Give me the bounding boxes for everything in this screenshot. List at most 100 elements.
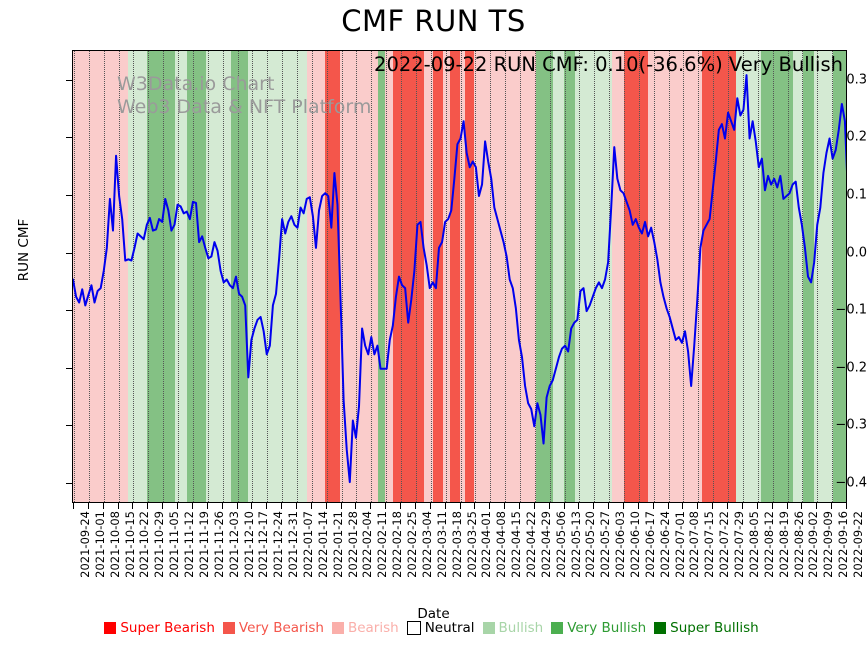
legend-item[interactable]: Very Bullish — [551, 620, 646, 636]
gridline-vertical — [267, 51, 269, 502]
gridline-vertical — [653, 51, 655, 502]
gridline-vertical — [401, 51, 403, 502]
x-tick-label: 2022-01-07 — [300, 511, 315, 578]
x-tick-mark — [429, 503, 431, 509]
x-tick-mark — [548, 503, 550, 509]
x-tick-mark — [87, 503, 89, 509]
legend-swatch — [482, 622, 495, 634]
gridline-vertical — [296, 51, 298, 502]
sentiment-band — [449, 51, 460, 502]
page-title: CMF RUN TS — [341, 4, 526, 38]
sentiment-band — [563, 51, 576, 502]
x-tick-label: 2021-11-19 — [196, 511, 211, 578]
x-tick-label: 2022-05-13 — [568, 511, 583, 578]
legend: Super Bearish Very Bearish Bearish Neutral B… — [0, 620, 867, 636]
x-tick-mark — [533, 503, 535, 509]
sentiment-band — [377, 51, 385, 502]
x-tick-mark — [177, 503, 179, 509]
gridline-vertical — [624, 51, 626, 502]
y-tick-label: −0.3 — [835, 417, 867, 433]
x-tick-label: 2021-12-03 — [226, 511, 241, 578]
x-tick-mark — [637, 503, 639, 509]
legend-item[interactable]: Neutral — [406, 620, 475, 636]
sentiment-band — [833, 51, 846, 502]
x-tick-label: 2022-07-15 — [702, 511, 717, 578]
x-tick-mark — [162, 503, 164, 509]
x-tick-label: 2022-02-18 — [390, 511, 405, 578]
x-tick-mark — [117, 503, 119, 509]
x-tick-label: 2021-12-10 — [241, 511, 256, 578]
legend-item[interactable]: Bearish — [331, 620, 399, 636]
x-tick-label: 2022-04-22 — [523, 511, 538, 578]
x-tick-label: 2021-10-08 — [107, 511, 122, 578]
y-tick-label: 0.0 — [846, 245, 867, 261]
gridline-vertical — [802, 51, 804, 502]
legend-label: Super Bearish — [120, 620, 215, 636]
gridline-vertical — [460, 51, 462, 502]
sentiment-band — [147, 51, 175, 502]
legend-item[interactable]: Bullish — [482, 620, 544, 636]
gridline-vertical — [88, 51, 90, 502]
gridline-vertical — [757, 51, 759, 502]
x-tick-mark — [504, 503, 506, 509]
sentiment-band — [612, 51, 625, 502]
x-tick-label: 2022-07-01 — [672, 511, 687, 578]
y-tick-label: 0.1 — [846, 187, 867, 203]
x-tick-label: 2022-02-25 — [405, 511, 420, 578]
y-tick-mark — [66, 137, 72, 139]
x-tick-label: 2021-12-24 — [271, 511, 286, 578]
x-tick-label: 2022-05-20 — [583, 511, 598, 578]
gridline-vertical — [519, 51, 521, 502]
gridline-vertical — [163, 51, 165, 502]
legend-item[interactable]: Very Bearish — [222, 620, 324, 636]
sentiment-band — [813, 51, 834, 502]
legend-swatch — [104, 622, 117, 634]
gridline-vertical — [192, 51, 194, 502]
legend-swatch — [551, 622, 564, 634]
y-tick-mark — [66, 79, 72, 81]
y-tick-mark — [66, 252, 72, 254]
plot-area: W3Data.io Chart Web3 Data & NFT Platform… — [72, 50, 847, 503]
legend-label: Very Bearish — [238, 620, 324, 636]
gridline-vertical — [832, 51, 834, 502]
sentiment-band — [186, 51, 207, 502]
x-tick-mark — [132, 503, 134, 509]
x-tick-mark — [400, 503, 402, 509]
x-tick-label: 2021-11-12 — [182, 511, 197, 578]
x-tick-mark — [191, 503, 193, 509]
x-tick-label: 2022-07-29 — [732, 511, 747, 578]
legend-label: Super Bullish — [670, 620, 759, 636]
gridline-vertical — [148, 51, 150, 502]
sentiment-band — [384, 51, 394, 502]
sentiment-band — [128, 51, 148, 502]
legend-item[interactable]: Super Bullish — [654, 620, 759, 636]
sentiment-band — [231, 51, 249, 502]
x-tick-mark — [786, 503, 788, 509]
x-tick-mark — [816, 503, 818, 509]
x-tick-mark — [281, 503, 283, 509]
gridline-vertical — [282, 51, 284, 502]
gridline-vertical — [326, 51, 328, 502]
legend-label: Bullish — [498, 620, 544, 636]
sentiment-band — [206, 51, 232, 502]
y-tick-label: 0.3 — [846, 72, 867, 88]
x-tick-label: 2022-08-12 — [761, 511, 776, 578]
x-tick-label: 2021-09-24 — [78, 511, 92, 578]
y-tick-label: −0.2 — [835, 360, 867, 376]
x-tick-label: 2021-10-22 — [137, 511, 152, 578]
x-tick-label: 2022-02-11 — [375, 511, 390, 578]
gridline-vertical — [609, 51, 611, 502]
gridline-vertical — [118, 51, 120, 502]
y-tick-mark — [66, 425, 72, 427]
current-value-annotation: 2022-09-22 RUN CMF: 0.10(-36.6%) Very Bu… — [374, 53, 843, 76]
legend-swatch — [654, 622, 667, 634]
x-tick-mark — [221, 503, 223, 509]
x-tick-label: 2021-10-29 — [152, 511, 167, 578]
x-tick-label: 2022-07-22 — [717, 511, 732, 578]
x-tick-label: 2022-03-04 — [419, 511, 434, 578]
x-tick-label: 2021-10-01 — [92, 511, 107, 578]
gridline-vertical — [534, 51, 536, 502]
legend-item[interactable]: Super Bearish — [104, 620, 215, 636]
x-tick-mark — [102, 503, 104, 509]
